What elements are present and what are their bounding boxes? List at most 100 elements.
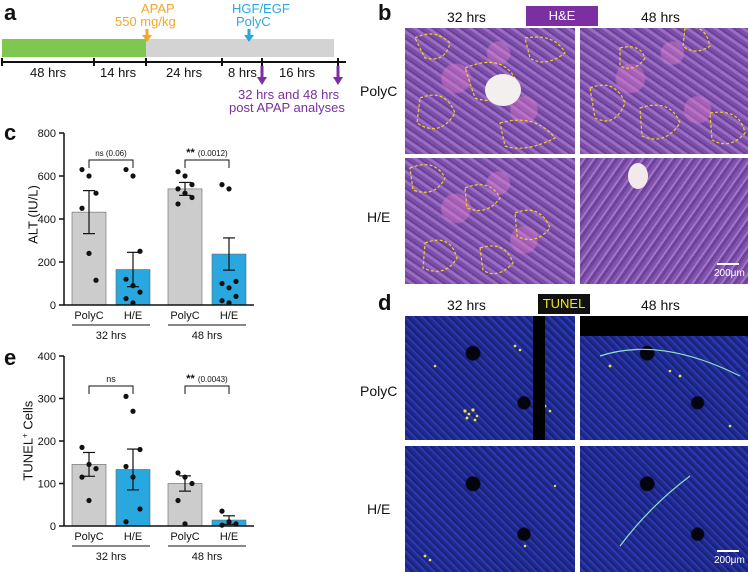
data-point [130, 408, 136, 414]
he-stain-badge: H&E [526, 6, 598, 26]
data-point [233, 293, 239, 299]
tunel-positive-dots [423, 484, 557, 562]
hgf-label-line1: HGF/EGF [232, 1, 290, 16]
he-zone-outlines [414, 33, 566, 149]
data-point [175, 470, 181, 476]
tunel-vessel-lines [619, 475, 691, 547]
data-point [86, 461, 92, 467]
data-point [86, 497, 92, 504]
data-point [93, 466, 99, 472]
data-point [175, 497, 181, 504]
panel-letter-b: b [378, 0, 392, 25]
data-point [130, 283, 136, 289]
data-point [219, 182, 225, 188]
whitten-label: Whitten [25, 41, 71, 56]
y-tick-label: 200 [38, 257, 56, 269]
apap-label-line2: 550 mg/kg [115, 14, 176, 29]
significance-bracket [184, 159, 230, 168]
y-tick-label: 300 [38, 394, 56, 406]
y-tick-label: 800 [38, 128, 56, 140]
y-tick-label: 600 [38, 171, 56, 183]
data-point [175, 169, 181, 175]
data-point [226, 186, 232, 192]
analyses-label-line2: post APAP analyses [229, 100, 345, 115]
bar [167, 483, 203, 527]
data-point [189, 194, 195, 201]
tunel-stain-badge: TUNEL [538, 294, 590, 314]
hgf-label-line2: PolyC [236, 14, 271, 29]
tunel-he-32hrs-micrograph [405, 446, 575, 572]
data-point [123, 166, 129, 173]
tunel-row1-label: PolyC [360, 383, 398, 399]
he-he-48hrs-micrograph: 200μm [580, 158, 748, 284]
group-label: 32 hrs [96, 330, 127, 342]
data-point [182, 173, 188, 179]
he-scalebar [717, 263, 739, 265]
he-polyc-48hrs-micrograph [580, 28, 748, 154]
data-point [182, 521, 188, 527]
y-tick-label: 0 [50, 300, 56, 312]
data-point [226, 300, 232, 306]
bar [211, 253, 247, 306]
category-label: PolyC [74, 310, 103, 322]
tunel-col2-label: 48 hrs [641, 297, 680, 313]
duration-48hrs: 48 hrs [30, 65, 67, 80]
tunel-polyc-48hrs-micrograph [580, 316, 748, 440]
data-point [226, 519, 232, 525]
significance-bracket [184, 385, 230, 394]
group-label: 48 hrs [192, 551, 223, 563]
he-zone-outlines [589, 28, 746, 145]
data-point [123, 295, 129, 302]
tunel-scalebar-label: 200μm [714, 555, 745, 566]
data-point [182, 190, 188, 196]
fast-label: Fast [106, 41, 133, 56]
y-tick-label: 200 [38, 436, 56, 448]
tunel-polyc-32hrs-micrograph [405, 316, 575, 440]
timeline-whitten-segment: Whitten [2, 39, 94, 57]
data-point [219, 508, 225, 514]
data-point [137, 506, 143, 512]
tunel-positive-dots [580, 316, 748, 428]
category-label: H/E [124, 531, 142, 543]
he-row1-label: PolyC [360, 83, 398, 99]
panel-letter-a: a [4, 0, 17, 25]
data-point [226, 285, 232, 291]
bar [115, 469, 151, 527]
duration-24hrs: 24 hrs [166, 65, 203, 80]
data-point [130, 173, 136, 179]
significance-label: ns [106, 374, 116, 384]
tunel-row2-label: H/E [367, 501, 391, 517]
data-point [175, 201, 181, 207]
tunel-positive-dots [433, 316, 552, 440]
tunel-chart: 0 100 200 300 400 PolyC H/E PolyC H/E 32 hrs 48 hr… [38, 351, 254, 563]
recovery-label: Recovery [212, 40, 268, 55]
category-label: H/E [124, 310, 142, 322]
data-point [175, 186, 181, 192]
duration-8hrs: 8 hrs [228, 65, 257, 80]
category-label: H/E [220, 531, 238, 543]
data-point [93, 190, 99, 196]
data-point [86, 173, 92, 179]
tunel-col1-label: 32 hrs [447, 297, 486, 313]
significance-label: ** (0.0043) [186, 373, 228, 385]
he-zone-outlines [409, 164, 551, 275]
data-point [182, 474, 188, 480]
data-point [233, 521, 239, 527]
tunel-scalebar [717, 550, 739, 552]
y-tick-label: 100 [38, 479, 56, 491]
data-point [189, 480, 195, 487]
panel-letter-d: d [378, 290, 392, 315]
data-point [219, 298, 225, 304]
bar [71, 211, 107, 306]
data-point [219, 522, 225, 528]
data-point [79, 474, 85, 480]
bar [71, 464, 107, 527]
duration-16hrs: 16 hrs [279, 65, 316, 80]
panel-letter-e: e [4, 345, 17, 370]
data-point [79, 205, 85, 211]
data-point [86, 250, 92, 256]
analyses-label-line1: 32 hrs and 48 hrs [238, 87, 340, 102]
data-point [130, 474, 136, 480]
bar [115, 269, 151, 306]
